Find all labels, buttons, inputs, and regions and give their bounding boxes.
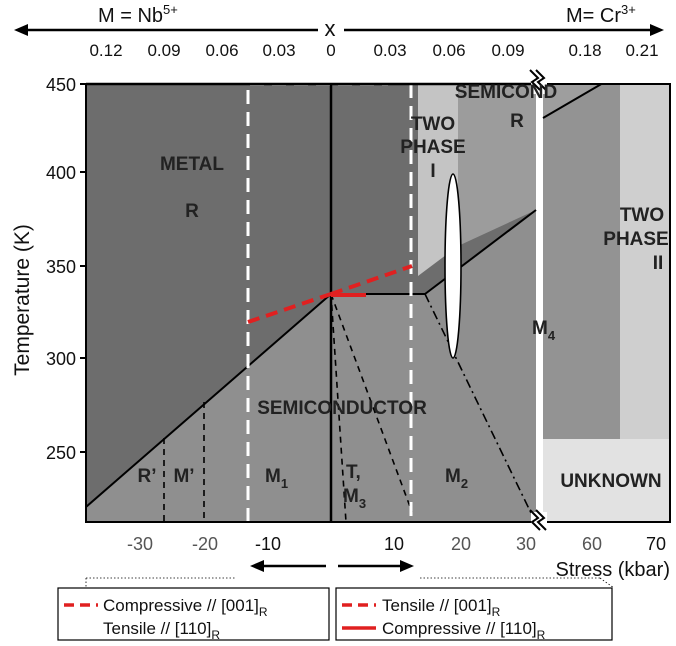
bottom-axis-label: Stress (kbar) <box>556 559 670 581</box>
unknown-region <box>543 439 670 522</box>
y-tick-label: 400 <box>46 163 76 183</box>
compressive-001-line <box>247 292 332 324</box>
two-phase-1-label: I <box>430 161 435 182</box>
legend: Compressive // [001]R Tensile // [110]R … <box>57 560 615 642</box>
semicond-r-label: R <box>510 111 524 132</box>
t-m3-boundary-left <box>330 293 347 522</box>
legend-left-item-2: Tensile // [110]R <box>103 619 220 642</box>
top-tick-label: 0.09 <box>147 41 180 60</box>
m2-m4-boundary <box>424 293 533 516</box>
bottom-tick-label: 60 <box>582 534 602 554</box>
m2-label: M2 <box>445 466 468 491</box>
two-phase-1-label: TWO <box>411 114 455 135</box>
top-tick-label: 0.06 <box>205 41 238 60</box>
bottom-axis: -30 -20 -10 10 20 30 60 70 Stress (kbar) <box>127 534 670 581</box>
t-label: T, <box>346 462 361 483</box>
semicond-label: SEMICOND <box>455 82 557 103</box>
m1-label: M1 <box>265 466 288 491</box>
bottom-tick-label: 10 <box>384 534 404 554</box>
m4-r-boundary <box>542 84 604 119</box>
top-tick-label: 0 <box>326 41 335 60</box>
two-phase-2-label: PHASE <box>603 229 668 250</box>
bottom-tick-label: 20 <box>451 534 471 554</box>
top-center-label: x <box>325 16 336 41</box>
top-tick-label: 0.09 <box>491 41 524 60</box>
bottom-tick-label: 70 <box>646 534 666 554</box>
y-tick-label: 250 <box>46 443 76 463</box>
semicond-r-region <box>458 84 536 246</box>
m3-label: M3 <box>343 486 366 511</box>
axis-break-gap <box>536 84 543 522</box>
experimental-window-left <box>246 84 388 522</box>
top-tick-label: 0.21 <box>625 41 658 60</box>
semiconductor-label: SEMICONDUCTOR <box>257 398 427 419</box>
top-tick-label: 0.03 <box>262 41 295 60</box>
top-right-arrowhead <box>650 24 664 36</box>
legend-left-item-1: Compressive // [001]R <box>103 596 268 619</box>
plot-regions <box>86 84 670 522</box>
axis-break-top <box>529 69 547 94</box>
unknown-label: UNKNOWN <box>560 471 661 492</box>
tensile-001-line <box>330 264 413 296</box>
legend-right-box <box>335 587 613 641</box>
y-tick-label: 450 <box>46 75 76 95</box>
two-phase-2-label: TWO <box>620 205 664 226</box>
top-tick-label: 0.06 <box>432 41 465 60</box>
top-left-label: M = Nb5+ <box>98 2 178 27</box>
r-prime-label: R’ <box>138 466 157 487</box>
t-m3-boundary-right <box>330 293 413 513</box>
y-tick-label: 300 <box>46 349 76 369</box>
metal-label: METAL <box>160 154 224 175</box>
m4-label: M4 <box>532 318 556 343</box>
semiconductor-region <box>86 210 536 522</box>
legend-right-item-1: Tensile // [001]R <box>382 596 501 619</box>
legend-left-arrowhead <box>250 560 264 572</box>
bottom-tick-label: 30 <box>516 534 536 554</box>
axis-break-bottom <box>529 509 547 532</box>
two-phase-ellipse <box>444 173 462 359</box>
metal-semiconductor-boundary <box>86 293 332 508</box>
top-tick-label: 0.03 <box>373 41 406 60</box>
top-right-label: M= Cr3+ <box>566 2 636 27</box>
legend-right-item-2: Compressive // [110]R <box>382 619 546 642</box>
legend-right-arrowhead <box>400 560 414 572</box>
m-prime-label: M’ <box>173 466 194 487</box>
two-phase-2-region <box>620 84 670 439</box>
top-left-arrowhead <box>14 24 28 36</box>
bottom-tick-label: -20 <box>192 534 218 554</box>
y-axis: 450 400 350 300 250 Temperature (K) <box>11 75 86 463</box>
y-axis-label: Temperature (K) <box>11 224 34 376</box>
two-phase-2-label: II <box>653 253 664 274</box>
two-phase-1-label: PHASE <box>400 137 465 158</box>
top-tick-label: 0.12 <box>89 41 122 60</box>
bottom-tick-label: -30 <box>127 534 153 554</box>
metal-r-label: R <box>185 201 199 222</box>
y-tick-label: 350 <box>46 257 76 277</box>
bottom-tick-label: -10 <box>255 534 281 554</box>
m2-r-boundary <box>424 209 537 295</box>
legend-left-box <box>57 587 330 641</box>
region-labels: METAL R TWO PHASE I SEMICOND R TWO PHASE… <box>138 82 669 511</box>
top-axis: M = Nb5+ x M= Cr3+ 0.12 0.09 0.06 0.03 0… <box>14 2 664 60</box>
top-tick-label: 0.18 <box>568 41 601 60</box>
